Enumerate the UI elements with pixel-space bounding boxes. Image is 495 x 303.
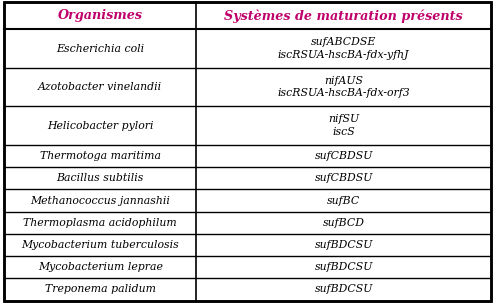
Text: Organismes: Organismes [57,9,143,22]
Text: Mycobacterium leprae: Mycobacterium leprae [38,262,162,272]
Text: nifAUS
iscRSUA-hscBA-fdx-orf3: nifAUS iscRSUA-hscBA-fdx-orf3 [277,76,410,98]
Text: Methanococcus jannashii: Methanococcus jannashii [30,195,170,205]
Text: sufBDCSU: sufBDCSU [314,240,373,250]
Text: sufCBDSU: sufCBDSU [314,151,373,161]
Text: sufBC: sufBC [327,195,360,205]
Text: Azotobacter vinelandii: Azotobacter vinelandii [38,82,162,92]
Text: Treponema palidum: Treponema palidum [45,285,155,295]
Text: Helicobacter pylori: Helicobacter pylori [47,121,153,131]
Text: nifSU
iscS: nifSU iscS [328,114,359,137]
Text: sufBDCSU: sufBDCSU [314,262,373,272]
Text: Mycobacterium tuberculosis: Mycobacterium tuberculosis [21,240,179,250]
Text: sufABCDSE
iscRSUA-hscBA-fdx-yfhJ: sufABCDSE iscRSUA-hscBA-fdx-yfhJ [278,37,409,60]
Text: Bacillus subtilis: Bacillus subtilis [56,173,144,183]
Text: sufBDCSU: sufBDCSU [314,285,373,295]
Text: Thermotoga maritima: Thermotoga maritima [40,151,161,161]
Text: sufCBDSU: sufCBDSU [314,173,373,183]
Text: Systèmes de maturation présents: Systèmes de maturation présents [224,9,463,23]
Text: Thermoplasma acidophilum: Thermoplasma acidophilum [23,218,177,228]
Text: sufBCD: sufBCD [323,218,365,228]
Text: Escherichia coli: Escherichia coli [56,44,144,54]
